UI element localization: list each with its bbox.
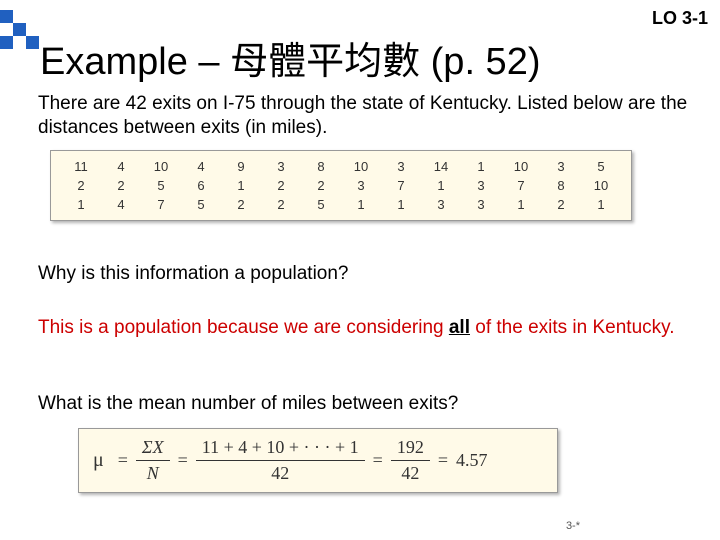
data-row: 1141049381031411035 [61, 157, 621, 176]
data-cell: 7 [141, 195, 181, 214]
data-cell: 2 [261, 195, 301, 214]
frac-notation: ΣX N [136, 437, 170, 484]
data-cell: 1 [461, 157, 501, 176]
data-cell: 3 [461, 195, 501, 214]
data-table: 1141049381031411035225612237137810147522… [50, 150, 632, 221]
data-cell: 2 [541, 195, 581, 214]
frac-sum: 192 42 [391, 437, 430, 484]
data-cell: 9 [221, 157, 261, 176]
data-cell: 3 [261, 157, 301, 176]
logo [0, 10, 40, 50]
data-cell: 5 [181, 195, 221, 214]
data-cell: 10 [141, 157, 181, 176]
data-cell: 10 [341, 157, 381, 176]
intro-text: There are 42 exits on I-75 through the s… [38, 92, 700, 140]
data-cell: 2 [261, 176, 301, 195]
data-cell: 2 [221, 195, 261, 214]
lo-tag: LO 3-1 [652, 8, 708, 29]
frac-expansion: 11 + 4 + 10 + · · · + 1 42 [196, 437, 365, 484]
page-number: 3-* [566, 520, 580, 532]
data-cell: 2 [61, 176, 101, 195]
data-cell: 3 [541, 157, 581, 176]
data-cell: 3 [381, 157, 421, 176]
data-cell: 1 [61, 195, 101, 214]
data-cell: 3 [421, 195, 461, 214]
data-row: 14752251133121 [61, 195, 621, 214]
page-title: Example – 母體平均數 (p. 52) [40, 30, 540, 85]
data-cell: 2 [301, 176, 341, 195]
data-cell: 4 [181, 157, 221, 176]
eq1: = [110, 450, 136, 471]
data-cell: 8 [301, 157, 341, 176]
data-cell: 10 [501, 157, 541, 176]
data-cell: 2 [101, 176, 141, 195]
data-cell: 5 [141, 176, 181, 195]
result: 4.57 [456, 450, 488, 471]
data-cell: 1 [421, 176, 461, 195]
data-cell: 1 [501, 195, 541, 214]
data-cell: 10 [581, 176, 621, 195]
data-cell: 14 [421, 157, 461, 176]
data-cell: 8 [541, 176, 581, 195]
eq2: = [170, 450, 196, 471]
question-1: Why is this information a population? [38, 262, 700, 286]
data-cell: 6 [181, 176, 221, 195]
mu-symbol: μ [91, 449, 110, 472]
answer-text: This is a population because we are cons… [38, 316, 700, 340]
formula-box: μ = ΣX N = 11 + 4 + 10 + · · · + 1 42 = … [78, 428, 558, 493]
data-cell: 1 [581, 195, 621, 214]
answer-all: all [449, 317, 470, 338]
data-cell: 5 [301, 195, 341, 214]
answer-pre: This is a population because we are cons… [38, 317, 449, 338]
data-cell: 11 [61, 157, 101, 176]
data-cell: 3 [461, 176, 501, 195]
data-cell: 5 [581, 157, 621, 176]
data-cell: 7 [381, 176, 421, 195]
data-cell: 1 [341, 195, 381, 214]
answer-post: of the exits in Kentucky. [470, 317, 675, 338]
question-2: What is the mean number of miles between… [38, 392, 700, 416]
eq3: = [365, 450, 391, 471]
data-cell: 7 [501, 176, 541, 195]
data-cell: 4 [101, 195, 141, 214]
data-cell: 1 [381, 195, 421, 214]
data-cell: 1 [221, 176, 261, 195]
data-cell: 3 [341, 176, 381, 195]
eq4: = [430, 450, 456, 471]
data-row: 225612237137810 [61, 176, 621, 195]
data-cell: 4 [101, 157, 141, 176]
